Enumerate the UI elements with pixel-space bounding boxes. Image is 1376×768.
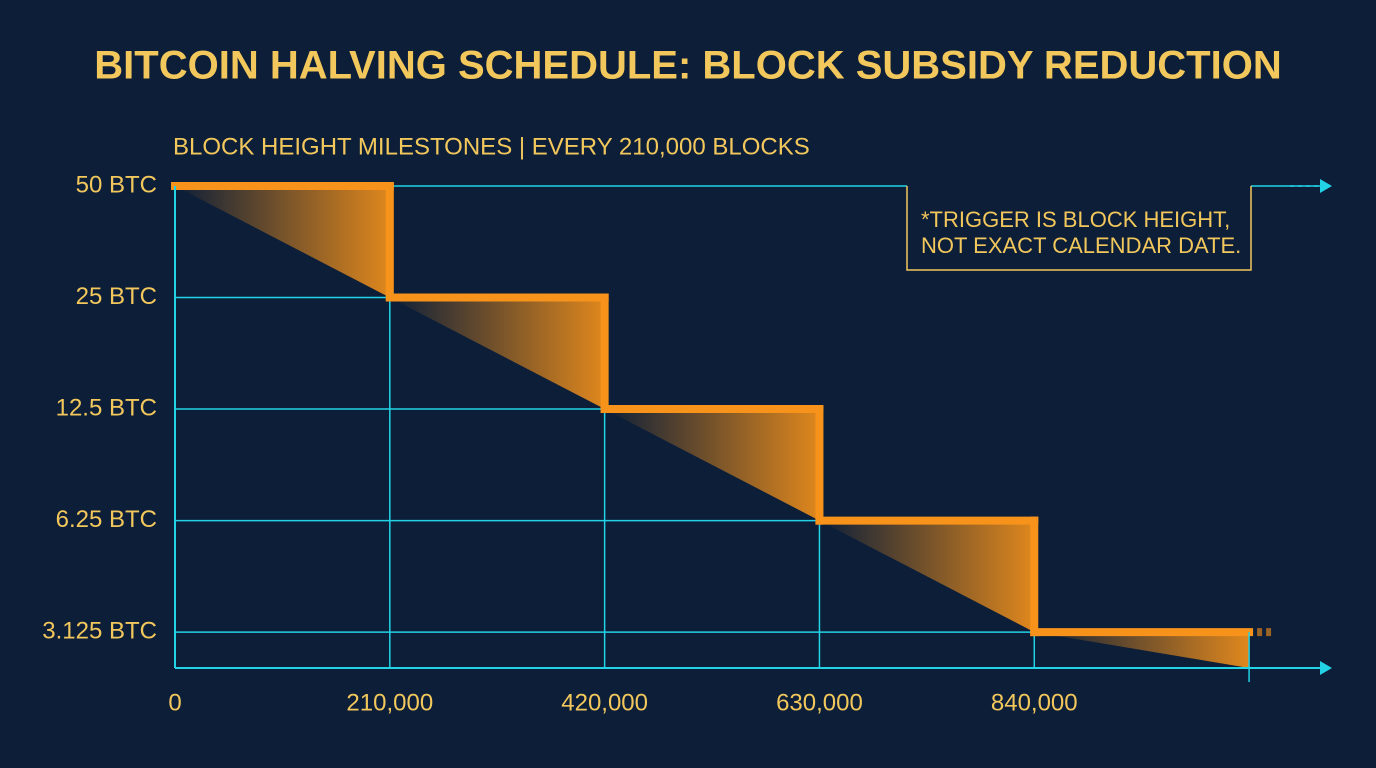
annotation-text: *TRIGGER IS BLOCK HEIGHT, xyxy=(921,207,1230,232)
step-shade xyxy=(1034,632,1250,668)
y-tick-label: 12.5 BTC xyxy=(56,394,157,421)
chart-title: BITCOIN HALVING SCHEDULE: BLOCK SUBSIDY … xyxy=(94,44,1281,88)
step-shade xyxy=(819,520,1035,633)
x-tick-label: 630,000 xyxy=(776,689,863,716)
plot xyxy=(171,182,1276,668)
y-tick-label: 50 BTC xyxy=(76,171,157,198)
annotation-box xyxy=(906,186,1252,271)
y-tick-label: 25 BTC xyxy=(76,283,157,310)
continuation-arrow xyxy=(1320,179,1332,193)
annotation-background xyxy=(907,176,1251,270)
step-shade xyxy=(175,186,390,298)
step-shade xyxy=(389,297,605,410)
x-tick-label: 840,000 xyxy=(991,689,1078,716)
axes: 50 BTC 25 BTC 12.5 BTC 6.25 BTC 3.125 BTC 0 21… xyxy=(42,171,1332,716)
annotation: *TRIGGER IS BLOCK HEIGHT, NOT EXACT CALE… xyxy=(906,176,1252,271)
x-tick-label: 420,000 xyxy=(561,689,648,716)
y-tick-label: 3.125 BTC xyxy=(42,617,157,644)
y-tick-label: 6.25 BTC xyxy=(56,506,157,533)
x-axis-arrow xyxy=(1320,661,1332,675)
step-shade xyxy=(604,409,820,521)
x-tick-label: 0 xyxy=(168,689,181,716)
chart-subtitle: BLOCK HEIGHT MILESTONES | EVERY 210,000 … xyxy=(173,133,810,160)
x-tick-label: 210,000 xyxy=(346,689,433,716)
annotation-text: NOT EXACT CALENDAR DATE. xyxy=(921,233,1241,258)
